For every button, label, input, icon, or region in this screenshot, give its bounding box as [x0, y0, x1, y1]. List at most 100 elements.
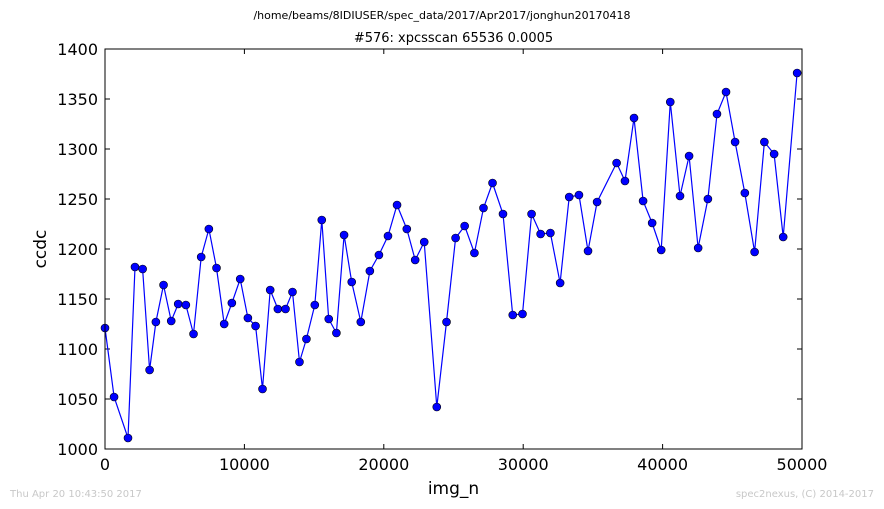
data-point	[166, 316, 176, 326]
data-point	[684, 151, 694, 161]
figure-suptitle: /home/beams/8IDIUSER/spec_data/2017/Apr2…	[253, 9, 630, 22]
y-tick-label: 1100	[57, 340, 98, 359]
footer-credit: spec2nexus, (C) 2014-2017	[736, 489, 874, 500]
data-point	[612, 158, 621, 168]
data-point	[317, 215, 327, 225]
y-tick-label: 1150	[57, 290, 98, 309]
data-point	[536, 229, 545, 239]
data-point	[173, 299, 183, 309]
x-tick-label: 20000	[358, 455, 409, 474]
data-point	[138, 264, 147, 274]
data-point	[258, 384, 267, 394]
data-point	[347, 277, 357, 287]
data-point	[204, 224, 214, 234]
data-point	[288, 287, 297, 297]
data-point	[365, 266, 375, 276]
data-point	[460, 221, 469, 231]
data-point	[470, 248, 479, 258]
data-point	[498, 209, 508, 219]
data-point	[196, 252, 206, 262]
x-tick-label: 10000	[219, 455, 270, 474]
data-point	[638, 196, 648, 206]
data-point	[251, 321, 260, 331]
x-tick-label: 30000	[498, 455, 549, 474]
data-point	[488, 178, 497, 188]
data-point	[647, 218, 657, 228]
data-point	[769, 149, 779, 159]
x-tick-label: 40000	[637, 455, 688, 474]
data-point	[339, 230, 349, 240]
data-point	[324, 314, 334, 324]
data-point	[750, 247, 759, 257]
y-tick-label: 1400	[57, 40, 98, 59]
data-point	[402, 224, 412, 234]
data-point	[356, 317, 366, 327]
data-point	[583, 246, 593, 256]
series-line	[104, 72, 798, 439]
data-point	[693, 243, 703, 253]
y-tick-label: 1000	[57, 440, 98, 459]
data-point	[442, 317, 451, 327]
data-point	[564, 192, 574, 202]
data-point	[479, 203, 488, 213]
data-point	[675, 191, 685, 201]
data-point	[310, 300, 320, 310]
y-tick-label: 1200	[57, 240, 98, 259]
data-point	[792, 68, 802, 78]
data-point	[451, 233, 460, 243]
data-point	[212, 263, 221, 273]
data-point	[374, 250, 384, 260]
footer-timestamp: Thu Apr 20 10:43:50 2017	[9, 489, 142, 500]
data-point	[219, 319, 229, 329]
x-tick-label: 0	[100, 455, 110, 474]
data-point	[243, 313, 253, 323]
data-point	[546, 228, 555, 238]
data-point	[302, 334, 311, 344]
y-tick-label: 1350	[57, 90, 98, 109]
data-point	[518, 309, 527, 319]
data-point	[410, 255, 420, 265]
data-point	[508, 310, 518, 320]
data-point	[123, 433, 133, 443]
data-point	[273, 304, 283, 314]
data-point	[432, 402, 442, 412]
data-point	[760, 137, 769, 147]
data-point	[159, 280, 168, 290]
data-point	[592, 197, 602, 207]
data-point	[145, 365, 154, 375]
plot-area: 0 10000 20000 30000 40000 50000 1000 1050 1100 11…	[57, 40, 827, 474]
data-point	[130, 262, 140, 272]
data-point	[778, 232, 788, 242]
data-point	[527, 209, 536, 219]
data-point	[419, 237, 429, 247]
data-point	[629, 113, 639, 123]
data-point	[740, 188, 750, 198]
data-point	[295, 357, 304, 367]
data-point	[712, 109, 722, 119]
data-point	[574, 190, 584, 200]
data-point	[620, 176, 630, 186]
data-point	[181, 300, 191, 310]
axes-frame	[104, 48, 803, 450]
data-point	[281, 304, 290, 314]
data-point	[730, 137, 740, 147]
data-point	[189, 329, 198, 339]
data-point	[332, 328, 341, 338]
data-point	[721, 87, 731, 97]
y-axis-label: ccdc	[31, 230, 51, 269]
data-point	[383, 231, 393, 241]
data-point	[151, 317, 161, 327]
data-point	[656, 245, 666, 255]
data-point	[555, 278, 565, 288]
data-point	[392, 200, 402, 210]
data-point	[109, 392, 119, 402]
data-point	[235, 274, 245, 284]
data-point	[227, 298, 237, 308]
x-axis-label: img_n	[428, 479, 479, 499]
data-point	[665, 97, 675, 107]
data-point	[265, 285, 275, 295]
y-tick-label: 1300	[57, 140, 98, 159]
x-tick-label: 50000	[777, 455, 828, 474]
y-tick-label: 1050	[57, 390, 98, 409]
